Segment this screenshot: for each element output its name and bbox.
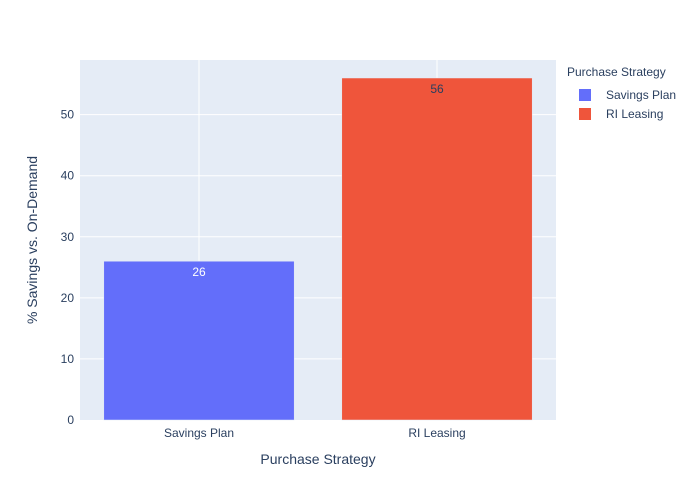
legend-item-ri-leasing[interactable]: RI Leasing — [579, 107, 663, 121]
legend-swatch — [579, 89, 591, 101]
legend-item-savings-plan[interactable]: Savings Plan — [579, 88, 676, 102]
y-tick-label: 40 — [61, 169, 75, 183]
x-tick-label: RI Leasing — [408, 426, 465, 440]
bar-labels: 26 56 — [192, 82, 444, 279]
x-axis-ticks: Savings Plan RI Leasing — [164, 426, 466, 440]
legend[interactable]: Purchase Strategy Savings Plan RI Leasing — [567, 65, 676, 121]
bars — [103, 77, 533, 421]
y-tick-label: 10 — [61, 352, 75, 366]
y-tick-label: 20 — [61, 291, 75, 305]
legend-swatch — [579, 108, 591, 120]
bar-value-label: 56 — [430, 82, 444, 96]
x-tick-label: Savings Plan — [164, 426, 234, 440]
x-axis-title: Purchase Strategy — [260, 451, 375, 467]
bar-savings-plan[interactable] — [103, 260, 295, 421]
y-tick-label: 50 — [61, 108, 75, 122]
legend-label: RI Leasing — [606, 107, 663, 121]
y-axis-ticks: 0 10 20 30 40 50 — [61, 108, 75, 427]
legend-label: Savings Plan — [606, 88, 676, 102]
y-tick-label: 30 — [61, 230, 75, 244]
bar-value-label: 26 — [192, 265, 206, 279]
legend-title: Purchase Strategy — [567, 65, 666, 79]
y-axis-title: % Savings vs. On-Demand — [24, 156, 40, 324]
bar-ri-leasing[interactable] — [341, 77, 533, 421]
y-tick-label: 0 — [67, 413, 74, 427]
